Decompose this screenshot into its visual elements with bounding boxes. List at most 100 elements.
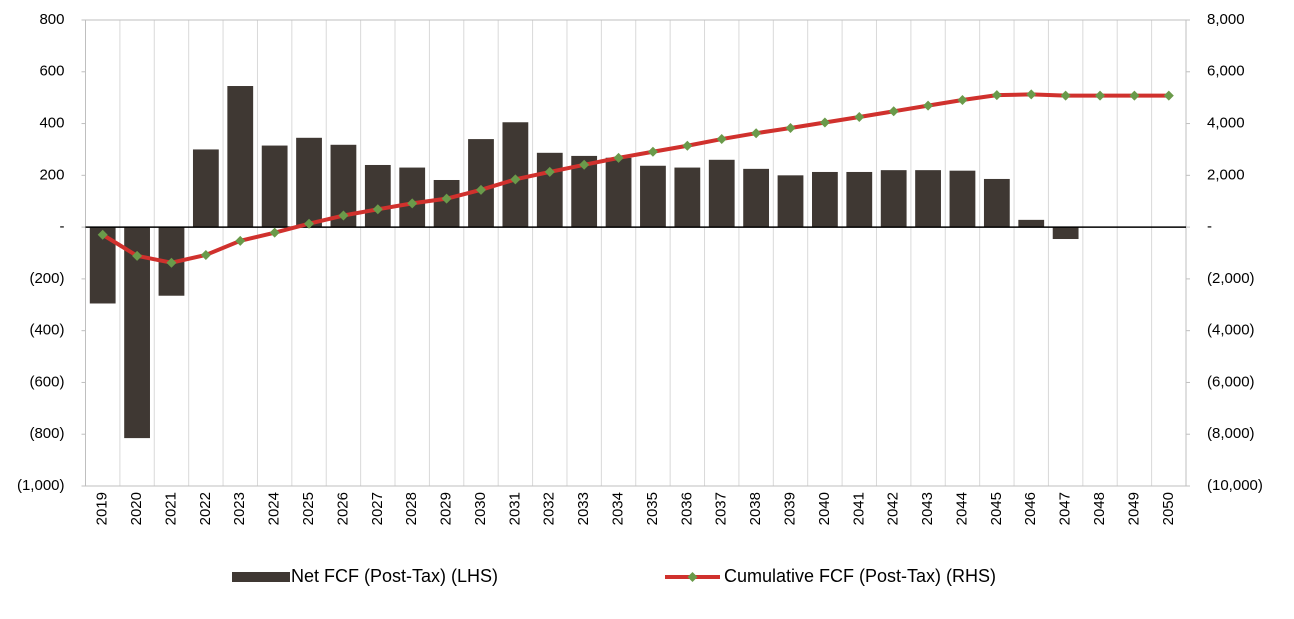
y2-tick-label: (2,000) xyxy=(1207,270,1255,287)
x-tick-label: 2035 xyxy=(644,492,661,525)
marker xyxy=(510,174,521,185)
y2-tick-label: 6,000 xyxy=(1207,63,1245,80)
bar xyxy=(983,178,1010,228)
bar xyxy=(124,227,150,439)
marker xyxy=(1026,89,1037,100)
marker xyxy=(854,112,865,123)
bar xyxy=(915,170,941,228)
marker xyxy=(1060,90,1071,101)
bar xyxy=(880,170,907,228)
x-tick-label: 2042 xyxy=(885,492,902,525)
x-tick-label: 2030 xyxy=(472,492,489,525)
y2-tick-label: (8,000) xyxy=(1207,425,1255,442)
marker xyxy=(923,100,934,111)
marker xyxy=(235,235,246,246)
x-tick-label: 2050 xyxy=(1160,492,1177,525)
x-tick-label: 2027 xyxy=(369,492,386,525)
y-tick-label: 800 xyxy=(39,11,64,28)
x-tick-label: 2036 xyxy=(678,492,695,525)
x-tick-label: 2024 xyxy=(266,492,283,525)
x-tick-label: 2046 xyxy=(1022,492,1039,525)
marker xyxy=(475,184,486,195)
bar xyxy=(536,152,563,228)
marker xyxy=(1129,90,1140,101)
marker xyxy=(785,123,796,134)
y-tick-label: 200 xyxy=(39,166,64,183)
marker xyxy=(579,159,590,170)
marker xyxy=(441,193,452,204)
legend-marker xyxy=(687,572,698,582)
marker xyxy=(991,90,1002,101)
x-tick-label: 2031 xyxy=(506,492,523,525)
x-tick-label: 2026 xyxy=(334,492,351,525)
y2-tick-label: (4,000) xyxy=(1207,322,1255,339)
bar xyxy=(261,145,288,228)
bar xyxy=(1018,219,1045,228)
marker xyxy=(166,257,177,268)
marker xyxy=(304,218,315,229)
marker xyxy=(407,198,418,209)
bar xyxy=(743,168,770,228)
marker xyxy=(269,227,280,238)
y-tick-label: (400) xyxy=(29,322,64,339)
marker xyxy=(97,229,108,240)
bar xyxy=(296,137,322,228)
x-tick-label: 2021 xyxy=(162,492,179,525)
y2-tick-label: (6,000) xyxy=(1207,373,1255,390)
y-tick-label: (200) xyxy=(29,270,64,287)
y-tick-label: (1,000) xyxy=(17,477,65,494)
legend-label: Net FCF (Post-Tax) (LHS) xyxy=(291,566,498,586)
x-tick-label: 2048 xyxy=(1091,492,1108,525)
marker xyxy=(372,204,383,215)
marker xyxy=(647,146,658,157)
x-tick-label: 2025 xyxy=(300,492,317,525)
marker xyxy=(200,249,211,260)
y2-tick-label: 8,000 xyxy=(1207,11,1245,28)
x-tick-label: 2023 xyxy=(231,492,248,525)
marker xyxy=(751,128,762,139)
y-tick-label: 400 xyxy=(39,115,64,132)
legend-label: Cumulative FCF (Post-Tax) (RHS) xyxy=(724,566,996,586)
y-tick-label: (800) xyxy=(29,425,64,442)
x-tick-label: 2033 xyxy=(575,492,592,525)
x-tick-label: 2038 xyxy=(747,492,764,525)
marker xyxy=(1095,90,1106,101)
bar xyxy=(605,157,632,228)
marker xyxy=(544,166,555,177)
bar xyxy=(468,139,494,228)
x-tick-label: 2019 xyxy=(94,492,111,525)
bar xyxy=(812,171,838,228)
marker xyxy=(957,94,968,105)
marker xyxy=(682,140,693,151)
x-tick-label: 2022 xyxy=(197,492,214,525)
x-tick-label: 2040 xyxy=(816,492,833,525)
bar xyxy=(640,165,666,228)
bar xyxy=(227,86,254,228)
y-tick-label: - xyxy=(60,218,65,235)
bar xyxy=(846,171,873,228)
bar xyxy=(949,170,976,228)
bar xyxy=(192,149,219,228)
y-tick-label: (600) xyxy=(29,373,64,390)
marker xyxy=(1163,90,1174,101)
x-tick-label: 2037 xyxy=(713,492,730,525)
y2-tick-label: 2,000 xyxy=(1207,166,1245,183)
x-tick-label: 2043 xyxy=(919,492,936,525)
marker xyxy=(819,117,830,128)
x-tick-label: 2045 xyxy=(988,492,1005,525)
bar xyxy=(674,167,701,228)
y2-tick-label: (10,000) xyxy=(1207,477,1263,494)
marker xyxy=(716,134,727,145)
x-tick-label: 2029 xyxy=(438,492,455,525)
x-tick-label: 2041 xyxy=(850,492,867,525)
y-tick-label: 600 xyxy=(39,63,64,80)
marker xyxy=(132,250,143,261)
bar xyxy=(399,167,426,228)
x-tick-label: 2020 xyxy=(128,492,145,525)
x-tick-label: 2049 xyxy=(1125,492,1142,525)
line xyxy=(101,92,1169,265)
marker xyxy=(888,106,899,117)
marker xyxy=(338,210,349,221)
marker xyxy=(613,152,624,163)
